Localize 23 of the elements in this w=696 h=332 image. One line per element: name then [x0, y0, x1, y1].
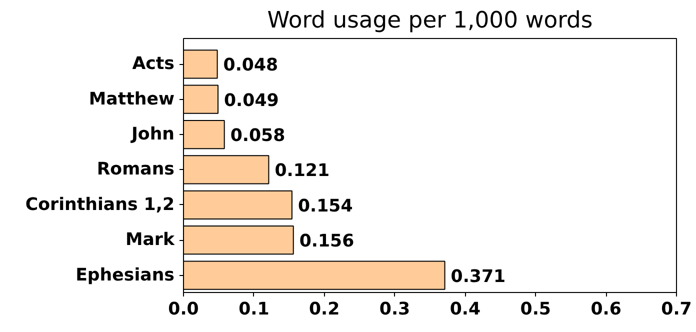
data-label: 0.156	[299, 232, 354, 252]
y-tick-label: John	[130, 124, 175, 145]
y-tick-label: Corinthians 1,2	[25, 194, 175, 215]
y-tick-label: Romans	[96, 160, 175, 180]
x-tick-label: 0.0	[168, 300, 199, 320]
data-label: 0.058	[230, 126, 286, 146]
x-tick-label: 0.4	[450, 300, 481, 320]
data-label: 0.371	[450, 266, 506, 287]
x-tick-label: 0.6	[590, 300, 622, 320]
data-label: 0.048	[223, 56, 278, 76]
x-tick-label: 0.7	[661, 300, 692, 320]
x-tick-label: 0.3	[379, 300, 410, 320]
y-tick-label: Mark	[125, 230, 175, 250]
data-label: 0.121	[274, 161, 330, 182]
data-label: 0.154	[298, 196, 353, 216]
data-label: 0.049	[224, 90, 279, 111]
y-tick-label: Matthew	[88, 89, 175, 110]
chart-title: Word usage per 1,000 words	[267, 8, 593, 34]
y-tick-label: Ephesians	[76, 265, 175, 286]
x-tick-label: 0.1	[238, 300, 270, 320]
y-tick-label: Acts	[132, 54, 174, 74]
x-tick-label: 0.2	[309, 300, 340, 320]
x-tick-label: 0.5	[520, 300, 551, 320]
